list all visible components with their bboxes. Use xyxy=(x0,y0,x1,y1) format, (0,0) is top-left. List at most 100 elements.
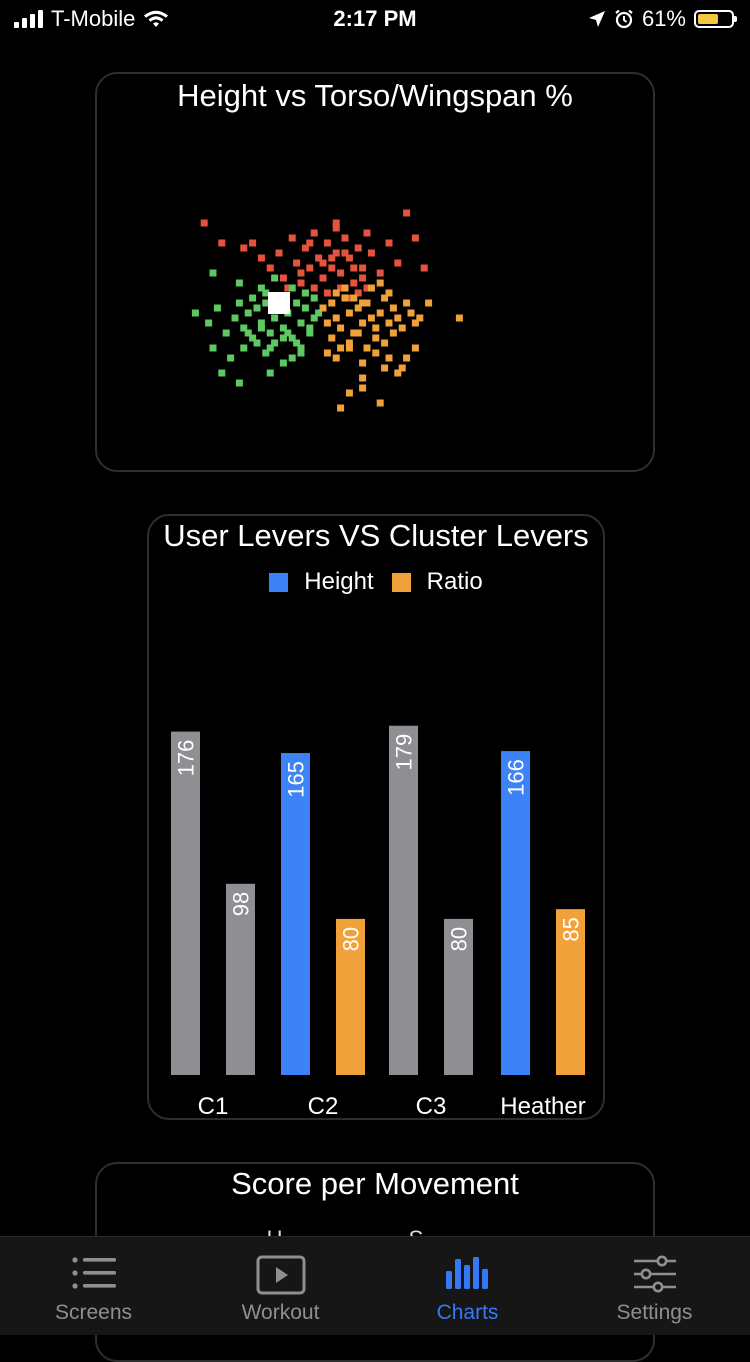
scatter-point xyxy=(257,284,265,292)
scatter-point xyxy=(235,379,243,387)
scatter-point xyxy=(328,254,336,262)
scatter-point xyxy=(394,259,402,267)
scatter-point xyxy=(319,259,327,267)
scatter-point xyxy=(266,264,274,272)
scatter-point xyxy=(389,329,397,337)
bar-value-label: 179 xyxy=(392,734,417,771)
scatter-point xyxy=(337,404,345,412)
scatter-point xyxy=(218,369,226,377)
scatter-point xyxy=(257,324,265,332)
scatter-point xyxy=(301,244,309,252)
bar-chart-card: 176 98 C1 165 80 C2 179 80 C3 166 85 Heather User L… xyxy=(147,514,605,1120)
scatter-point xyxy=(306,329,314,337)
scatter-point xyxy=(372,324,380,332)
scatter-point xyxy=(398,364,406,372)
scatter-point xyxy=(235,299,243,307)
bar-heather-height xyxy=(501,751,530,1075)
scatter-point xyxy=(359,264,367,272)
scatter-point xyxy=(262,289,270,297)
scatter-point xyxy=(209,344,217,352)
scatter-point xyxy=(381,339,389,347)
scatter-point xyxy=(266,344,274,352)
scatter-point xyxy=(279,334,287,342)
scatter-point xyxy=(367,314,375,322)
scatter-point xyxy=(319,304,327,312)
scatter-point xyxy=(328,299,336,307)
scatter-point xyxy=(240,344,248,352)
scatter-point xyxy=(381,364,389,372)
scatter-point xyxy=(363,229,371,237)
scatter-point xyxy=(455,314,463,322)
scatter-point xyxy=(376,279,384,287)
scatter-point xyxy=(301,289,309,297)
scatter-point xyxy=(332,314,340,322)
tab-workout[interactable]: Workout xyxy=(187,1237,374,1335)
scatter-point xyxy=(345,339,353,347)
scatter-point xyxy=(310,294,318,302)
scatter-point xyxy=(240,244,248,252)
tab-settings[interactable]: Settings xyxy=(561,1237,748,1335)
scatter-point xyxy=(266,329,274,337)
scatter-point xyxy=(411,234,419,242)
scatter-point xyxy=(341,284,349,292)
scatter-point xyxy=(332,354,340,362)
scatter-point xyxy=(279,359,287,367)
wifi-icon xyxy=(144,10,169,27)
scatter-point xyxy=(363,284,371,292)
scatter-chart-card: Height vs Torso/Wingspan % xyxy=(95,72,655,472)
scatter-point xyxy=(200,219,208,227)
scatter-point xyxy=(359,359,367,367)
alarm-icon xyxy=(615,9,633,29)
battery-icon xyxy=(694,10,737,28)
scatter-point xyxy=(218,239,226,247)
scatter-point xyxy=(284,284,292,292)
scatter-point xyxy=(323,239,331,247)
score-chart-title: Score per Movement xyxy=(231,1166,519,1201)
scatter-point xyxy=(359,319,367,327)
scatter-point xyxy=(271,314,279,322)
scatter-point xyxy=(253,304,261,312)
bar-chart: 176 98 C1 165 80 C2 179 80 C3 166 85 Heather xyxy=(171,725,586,1118)
location-arrow-icon xyxy=(588,11,605,27)
scatter-point xyxy=(310,229,318,237)
scatter-point xyxy=(345,254,353,262)
scatter-point xyxy=(341,294,349,302)
scatter-point xyxy=(288,284,296,292)
scatter-point xyxy=(376,399,384,407)
carrier-group: T-Mobile xyxy=(14,6,169,32)
scatter-point xyxy=(328,264,336,272)
scatter-point xyxy=(359,274,367,282)
scatter-point xyxy=(249,239,257,247)
scatter-point xyxy=(253,339,261,347)
scatter-point xyxy=(301,304,309,312)
scatter-point xyxy=(359,299,367,307)
bar-c1-ratio xyxy=(226,883,255,1075)
list-icon xyxy=(71,1257,116,1289)
bar-heather-ratio xyxy=(556,909,585,1075)
scatter-point xyxy=(363,344,371,352)
scatter-point xyxy=(332,289,340,297)
tab-label: Screens xyxy=(54,1301,133,1324)
scatter-point xyxy=(257,319,265,327)
scatter-point xyxy=(213,304,221,312)
scatter-point xyxy=(297,319,305,327)
scatter-point xyxy=(288,234,296,242)
tab-screens[interactable]: Screens xyxy=(0,1237,187,1335)
tab-label: Workout xyxy=(241,1301,320,1324)
user-point xyxy=(268,292,290,314)
scatter-point xyxy=(306,264,314,272)
scatter-point xyxy=(354,289,362,297)
scatter-point xyxy=(249,294,257,302)
scatter-point xyxy=(350,294,358,302)
scatter-point xyxy=(337,269,345,277)
scatter-point xyxy=(403,209,411,217)
scatter-point xyxy=(191,309,199,317)
scatter-point xyxy=(332,219,340,227)
status-right: 61% xyxy=(588,6,737,32)
legend-label-ratio: Ratio xyxy=(426,568,483,595)
scatter-point xyxy=(359,384,367,392)
tab-charts[interactable]: Charts xyxy=(374,1237,561,1335)
scatter-point xyxy=(398,324,406,332)
scatter-point xyxy=(385,354,393,362)
scatter-point xyxy=(288,334,296,342)
